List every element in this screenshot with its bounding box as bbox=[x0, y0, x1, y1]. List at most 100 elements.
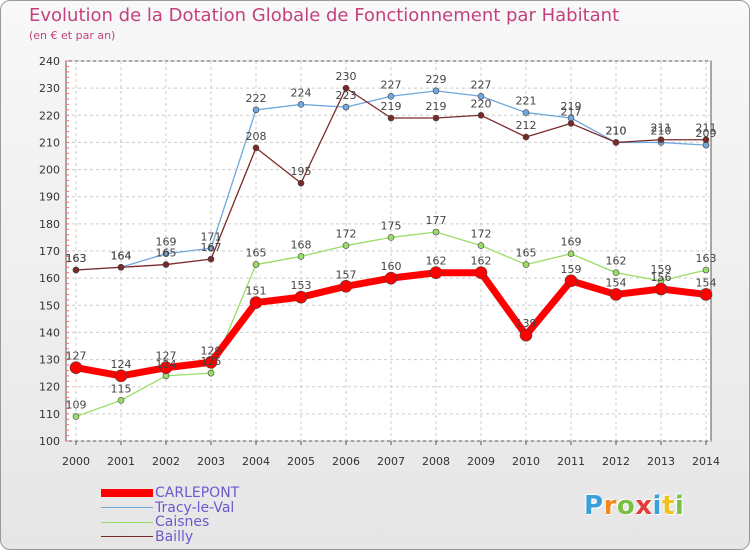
data-point bbox=[342, 103, 350, 111]
data-label: 227 bbox=[381, 78, 402, 91]
data-label: 162 bbox=[426, 255, 447, 268]
logo-letter: x bbox=[635, 491, 653, 521]
data-label: 153 bbox=[291, 279, 312, 292]
y-tick-label: 170 bbox=[39, 245, 60, 258]
data-label: 127 bbox=[156, 350, 177, 363]
data-point bbox=[432, 114, 440, 122]
chart-subtitle: (en € et par an) bbox=[29, 29, 116, 42]
data-point bbox=[429, 266, 443, 280]
data-label: 165 bbox=[516, 247, 537, 260]
legend-swatch bbox=[101, 507, 153, 508]
data-point bbox=[477, 111, 485, 119]
data-point bbox=[207, 369, 215, 377]
logo-letter: r bbox=[603, 491, 617, 521]
data-point bbox=[162, 261, 170, 268]
data-label: 221 bbox=[516, 95, 537, 108]
data-label: 163 bbox=[66, 252, 87, 265]
data-point bbox=[297, 179, 305, 187]
data-point bbox=[702, 141, 710, 149]
logo-letter: P bbox=[584, 491, 604, 521]
data-label: 124 bbox=[156, 358, 177, 371]
data-label: 139 bbox=[516, 317, 537, 330]
data-point bbox=[567, 250, 575, 258]
data-label: 165 bbox=[246, 247, 267, 260]
data-label: 163 bbox=[696, 252, 717, 265]
data-point bbox=[702, 136, 710, 144]
y-tick-label: 240 bbox=[39, 55, 60, 68]
y-tick-label: 140 bbox=[39, 326, 60, 339]
data-label: 156 bbox=[651, 271, 672, 284]
data-label: 165 bbox=[156, 247, 177, 260]
legend-label: Caisnes bbox=[155, 514, 210, 530]
data-label: 220 bbox=[471, 97, 492, 110]
x-tick-label: 2005 bbox=[287, 455, 315, 468]
data-label: 171 bbox=[201, 230, 222, 243]
chart-title: Evolution de la Dotation Globale de Fonc… bbox=[29, 5, 620, 26]
x-tick-label: 2000 bbox=[62, 455, 90, 468]
y-tick-label: 220 bbox=[39, 109, 60, 122]
data-label: 210 bbox=[606, 124, 627, 137]
data-point bbox=[564, 274, 578, 288]
x-tick-label: 2013 bbox=[647, 455, 675, 468]
plot-area bbox=[65, 60, 712, 442]
data-label: 227 bbox=[471, 78, 492, 91]
chart-legend: CARLEPONT Tracy-le-Val Caisnes Bailly bbox=[101, 485, 401, 545]
data-label: 151 bbox=[246, 285, 267, 298]
data-point bbox=[69, 361, 83, 375]
data-point bbox=[249, 296, 263, 309]
legend-item: Bailly bbox=[101, 528, 401, 545]
data-point bbox=[117, 396, 125, 404]
data-label: 219 bbox=[426, 100, 447, 113]
data-label: 219 bbox=[561, 100, 582, 113]
data-point bbox=[114, 369, 128, 383]
data-label: 217 bbox=[561, 105, 582, 118]
data-point bbox=[252, 106, 260, 114]
data-label: 164 bbox=[111, 249, 132, 262]
data-point bbox=[387, 92, 395, 100]
data-point bbox=[387, 234, 395, 241]
data-point bbox=[522, 133, 530, 141]
data-point bbox=[612, 269, 620, 277]
x-tick-label: 2001 bbox=[107, 455, 135, 468]
data-point bbox=[204, 355, 218, 369]
data-label: 167 bbox=[201, 241, 222, 254]
legend-label: Bailly bbox=[155, 528, 194, 545]
legend-label: CARLEPONT bbox=[155, 485, 240, 501]
logo-letter: o bbox=[616, 491, 636, 521]
data-point bbox=[342, 242, 350, 249]
data-label: 157 bbox=[336, 268, 357, 281]
legend-item: Tracy-le-Val bbox=[101, 500, 401, 516]
data-label: 223 bbox=[336, 89, 357, 102]
logo-letter: t bbox=[661, 491, 675, 521]
data-point bbox=[432, 87, 440, 95]
proxiti-logo: Proxiti bbox=[584, 491, 684, 521]
y-tick-label: 150 bbox=[39, 299, 60, 312]
x-tick-label: 2014 bbox=[692, 455, 720, 468]
x-tick-label: 2007 bbox=[377, 455, 405, 468]
data-label: 172 bbox=[471, 228, 492, 241]
data-point bbox=[387, 114, 395, 122]
data-label: 169 bbox=[156, 236, 177, 249]
data-point bbox=[702, 266, 710, 274]
data-label: 230 bbox=[336, 70, 357, 83]
data-point bbox=[384, 271, 398, 285]
data-point bbox=[477, 92, 485, 100]
data-label: 211 bbox=[696, 122, 717, 135]
data-label: 124 bbox=[111, 358, 132, 371]
y-tick-label: 100 bbox=[39, 435, 60, 448]
data-point bbox=[612, 139, 620, 146]
data-point bbox=[162, 250, 170, 258]
data-point bbox=[159, 361, 173, 375]
data-label: 175 bbox=[381, 219, 402, 232]
data-label: 115 bbox=[111, 382, 132, 395]
data-point bbox=[297, 253, 305, 260]
data-point bbox=[207, 255, 215, 263]
data-point bbox=[294, 290, 308, 304]
legend-swatch bbox=[101, 536, 153, 537]
data-label: 172 bbox=[336, 228, 357, 241]
data-point bbox=[567, 120, 575, 127]
data-label: 163 bbox=[66, 252, 87, 265]
x-tick-label: 2002 bbox=[152, 455, 180, 468]
data-point bbox=[522, 109, 530, 116]
